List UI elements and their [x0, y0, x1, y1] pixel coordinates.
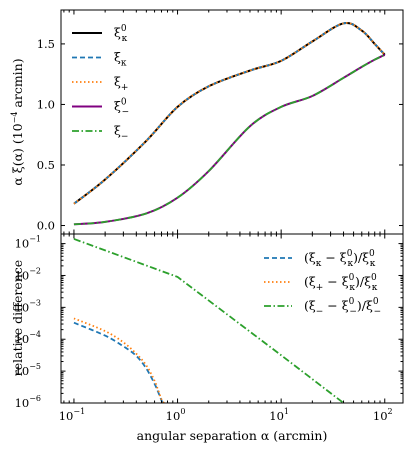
top-plot-frame: [60, 9, 404, 235]
top-legend-label: ξ−: [114, 123, 128, 142]
bottom-legend-label: (ξ− − ξ0 −)/ξ0−: [304, 297, 381, 317]
bottom-series-line-1: [73, 321, 164, 404]
bottom-legend-label: (ξ+ − ξ0 κ)/ξ0 κ: [304, 273, 378, 293]
bottom-xtick-label: 102: [373, 407, 393, 423]
bottom-axis-ticks: 10−1 100 101 102 10−1 10−2 10−3 10−4 10−5 10−6: [15, 233, 403, 423]
bottom-xlabel: angular separation α (arcmin): [137, 428, 328, 443]
bottom-ytick-label: 10−6: [15, 394, 41, 410]
top-legend-label: ξ0 κ: [114, 24, 128, 44]
top-series-line-5: [73, 53, 386, 226]
top-ytick-label: 0.5: [37, 158, 55, 172]
bottom-ylabel: relative difference: [10, 260, 25, 376]
top-series-line-3: [73, 22, 386, 205]
top-series-group: [73, 21, 386, 226]
bottom-xtick-label: 100: [166, 407, 186, 423]
top-ytick-label: 1.0: [37, 97, 55, 111]
bottom-legend-label: (ξκ − ξ0 κ)/ξ0 κ: [304, 249, 376, 269]
bottom-series-group: [73, 238, 345, 404]
top-legend-label: ξκ: [114, 50, 127, 69]
bottom-xtick-label: 101: [269, 407, 289, 423]
bottom-ytick-label: 10−2: [15, 266, 41, 282]
bottom-plot-frame: [60, 233, 404, 404]
top-legend: ξ0 κ ξκ ξ+ ξ0 − ξ−: [72, 24, 129, 142]
bottom-legend: (ξκ − ξ0 κ)/ξ0 κ (ξ+ − ξ0 κ)/ξ0 κ (ξ− − ξ0 −)/ξ…: [264, 249, 381, 317]
bottom-ytick-label: 10−3: [15, 298, 41, 314]
bottom-ytick-label: 10−1: [15, 235, 41, 251]
bottom-xtick-label: 10−1: [59, 407, 85, 423]
top-legend-label: ξ+: [114, 74, 128, 93]
top-panel: 0.00.51.01.5 α ξ(α) (10−4 arcmin) ξ0 κξκξ…: [10, 9, 404, 235]
bottom-series-line-3: [73, 238, 345, 404]
bottom-ytick-label: 10−5: [15, 362, 41, 378]
bottom-panel: 10−1 100 101 102 10−1 10−2 10−3 10−4 10−5 10−6 an…: [10, 233, 404, 443]
top-legend-label: ξ0−: [114, 98, 129, 118]
top-ytick-label: 0.0: [37, 219, 55, 233]
bottom-series-line-2: [73, 317, 165, 404]
top-ylabel: α ξ(α) (10−4 arcmin): [10, 58, 25, 185]
top-axis-ticks: 0.0 0.5 1.0 1.5: [37, 10, 403, 234]
top-ytick-label: 1.5: [37, 37, 55, 51]
bottom-ytick-label: 10−4: [15, 330, 41, 346]
